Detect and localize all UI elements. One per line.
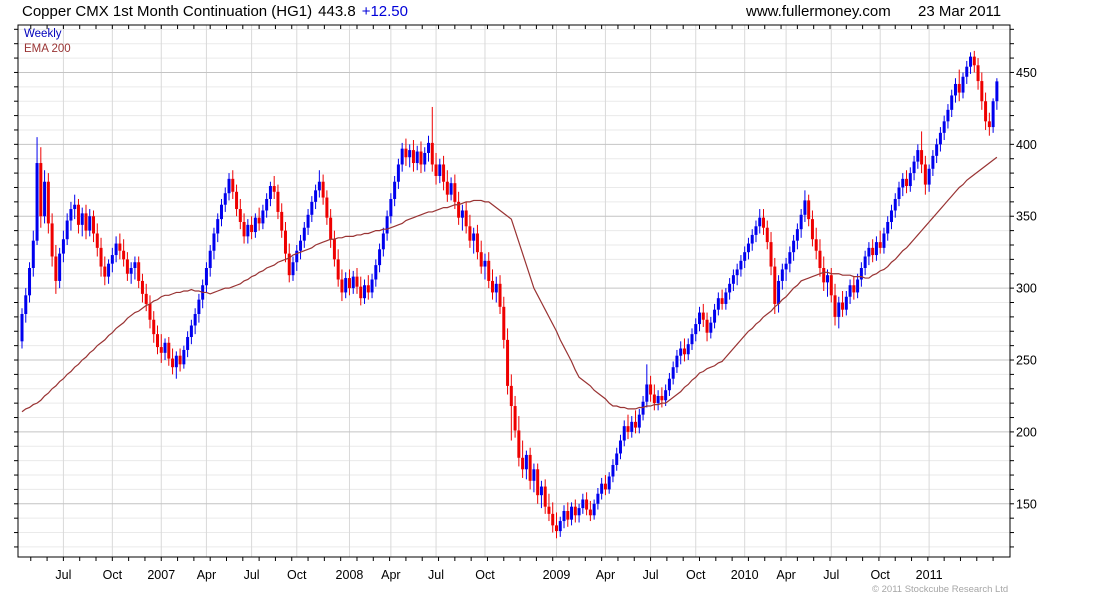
y-tick-label: 150 xyxy=(1016,497,1037,511)
y-axis-labels: 150 200 250 300 350 400 450 xyxy=(1016,66,1037,511)
x-tick-label: 2010 xyxy=(731,568,759,582)
price-change: +12.50 xyxy=(361,3,408,20)
website-url: www.fullermoney.com xyxy=(746,3,891,20)
chart-date: 23 Mar 2011 xyxy=(918,3,1002,20)
y-tick-label: 250 xyxy=(1016,354,1037,368)
major-gridlines xyxy=(18,71,1010,505)
x-tick-label: Oct xyxy=(103,568,123,582)
x-tick-label: 2008 xyxy=(336,568,364,582)
x-tick-label: Jul xyxy=(428,568,444,582)
minor-gridlines xyxy=(18,28,1010,548)
x-axis-ticks xyxy=(30,25,994,561)
x-tick-label: 2009 xyxy=(543,568,571,582)
x-tick-label: 2007 xyxy=(147,568,175,582)
x-tick-label: Jul xyxy=(823,568,839,582)
candlestick-series xyxy=(20,50,999,539)
x-tick-label: Oct xyxy=(287,568,307,582)
x-tick-label: Oct xyxy=(475,568,495,582)
x-tick-label: Apr xyxy=(596,568,615,582)
x-tick-label: Apr xyxy=(776,568,795,582)
y-axis-ticks xyxy=(14,28,1014,548)
x-tick-label: 2011 xyxy=(916,568,943,582)
instrument-name: Copper CMX 1st Month Continuation (HG1) xyxy=(22,3,313,20)
y-tick-label: 350 xyxy=(1016,210,1037,224)
x-tick-label: Jul xyxy=(244,568,260,582)
ema-200-line xyxy=(21,156,998,413)
y-tick-label: 400 xyxy=(1016,138,1037,152)
x-axis-labels: Jul Oct 2007 Apr Jul Oct 2008 Apr Jul Oct 2009 Apr J… xyxy=(55,568,942,582)
y-tick-label: 200 xyxy=(1016,425,1037,439)
y-tick-label: 450 xyxy=(1016,66,1037,80)
x-tick-label: Jul xyxy=(643,568,659,582)
chart-title: Copper CMX 1st Month Continuation (HG1) 4… xyxy=(22,3,408,20)
copyright-notice: © 2011 Stockcube Research Ltd xyxy=(872,584,1009,595)
x-tick-label: Apr xyxy=(197,568,216,582)
y-tick-label: 300 xyxy=(1016,282,1037,296)
x-tick-label: Apr xyxy=(381,568,400,582)
legend-ema-200: EMA 200 xyxy=(24,43,71,55)
plot-border xyxy=(17,24,1011,558)
x-tick-label: Jul xyxy=(55,568,71,582)
x-tick-label: Oct xyxy=(870,568,890,582)
last-price: 443.8 xyxy=(318,3,356,20)
x-tick-label: Oct xyxy=(686,568,706,582)
legend-weekly: Weekly xyxy=(24,28,62,40)
